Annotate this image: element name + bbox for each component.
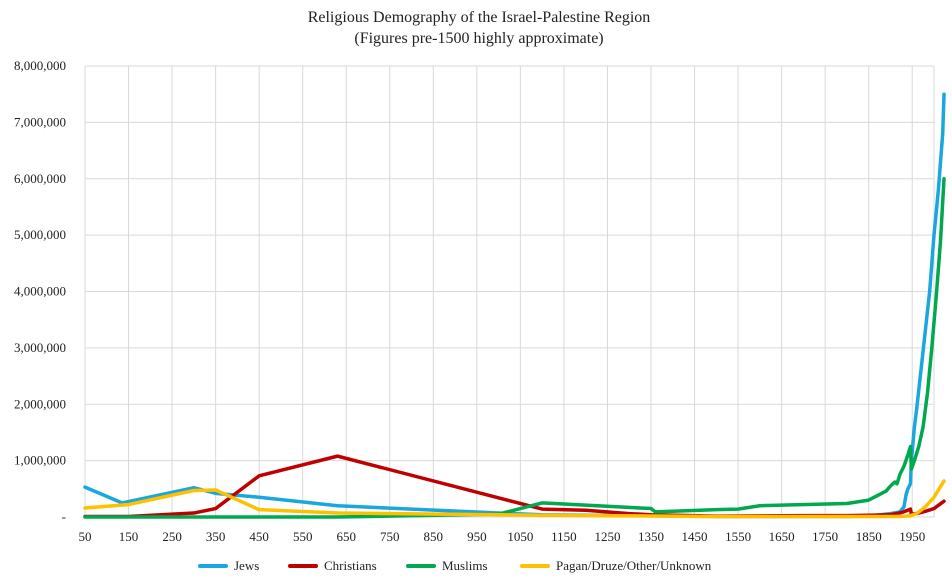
- x-tick-label: 650: [336, 529, 356, 544]
- legend-label: Pagan/Druze/Other/Unknown: [556, 558, 712, 573]
- x-tick-label: 350: [206, 529, 226, 544]
- y-tick-label: 5,000,000: [14, 227, 66, 242]
- y-axis: - 1,000,000 2,000,000 3,000,000 4,000,000 5,0…: [14, 58, 66, 524]
- grid: [84, 65, 935, 518]
- x-tick-label: 50: [79, 529, 92, 544]
- y-tick-label: 4,000,000: [14, 284, 66, 299]
- x-tick-label: 1750: [812, 529, 838, 544]
- series-line-pagan-druze-other-unknown: [83, 479, 946, 519]
- y-tick-label: 7,000,000: [14, 114, 66, 129]
- x-tick-label: 1450: [682, 529, 708, 544]
- x-tick-label: 850: [424, 529, 444, 544]
- series-line-christians: [83, 454, 946, 519]
- x-tick-label: 1050: [507, 529, 533, 544]
- x-tick-label: 1950: [899, 529, 925, 544]
- y-tick-label: -: [62, 509, 66, 524]
- x-tick-label: 950: [467, 529, 487, 544]
- chart-title: Religious Demography of the Israel-Pales…: [308, 9, 651, 26]
- x-axis: 50 150 250 350 450 550 650 750 850 950 1050 1150 125…: [79, 529, 926, 544]
- x-tick-label: 250: [162, 529, 182, 544]
- x-tick-label: 550: [293, 529, 313, 544]
- series-line-muslims: [83, 177, 946, 519]
- x-tick-label: 1250: [594, 529, 620, 544]
- y-tick-label: 2,000,000: [14, 396, 66, 411]
- series-line-jews: [83, 92, 946, 519]
- x-tick-label: 150: [119, 529, 139, 544]
- legend: Jews Christians Muslims Pagan/Druze/Other/U…: [198, 558, 712, 573]
- legend-label: Jews: [234, 558, 259, 573]
- series-lines: [83, 92, 946, 519]
- chart-subtitle: (Figures pre-1500 highly approximate): [354, 30, 603, 47]
- y-tick-label: 8,000,000: [14, 58, 66, 73]
- legend-label: Christians: [324, 558, 377, 573]
- y-tick-label: 1,000,000: [14, 453, 66, 468]
- x-tick-label: 1350: [638, 529, 664, 544]
- x-tick-label: 1550: [725, 529, 751, 544]
- x-tick-label: 750: [380, 529, 400, 544]
- y-tick-label: 3,000,000: [14, 340, 66, 355]
- x-tick-label: 1650: [769, 529, 795, 544]
- x-tick-label: 1150: [551, 529, 577, 544]
- x-tick-label: 1850: [856, 529, 882, 544]
- x-tick-label: 450: [249, 529, 269, 544]
- legend-label: Muslims: [442, 558, 488, 573]
- y-tick-label: 6,000,000: [14, 171, 66, 186]
